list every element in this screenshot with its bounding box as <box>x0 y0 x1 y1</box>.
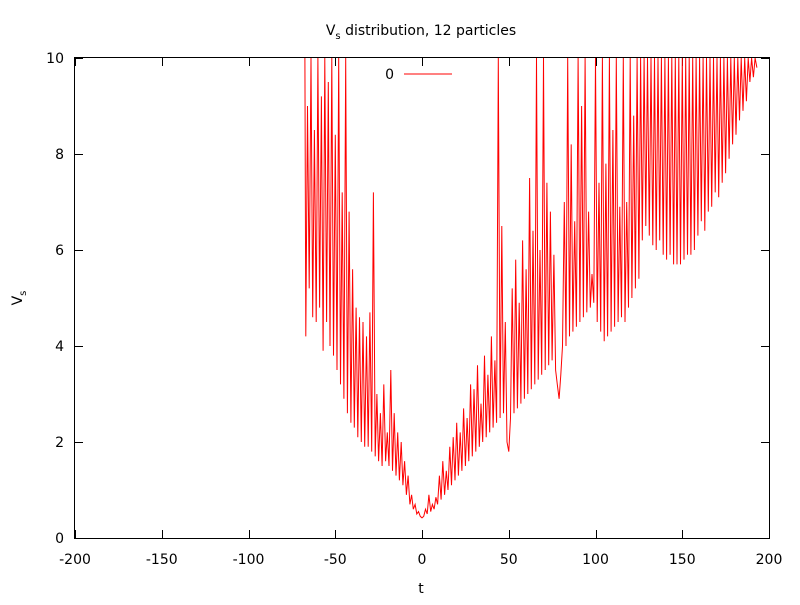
x-tick-label: 100 <box>582 552 609 568</box>
x-tick-label: 200 <box>756 552 783 568</box>
x-tick-label: 50 <box>500 552 518 568</box>
chart-title: Vs distribution, 12 particles <box>326 23 516 42</box>
y-tick-label: 6 <box>55 243 64 259</box>
y-tick-label: 4 <box>55 339 64 355</box>
y-tick-label: 0 <box>55 531 64 547</box>
ticks-layer: -200 -150 -100 -50 0 50 100 150 200 0 2 4 6 8 10 <box>46 51 782 568</box>
legend: 0 <box>385 67 452 83</box>
x-tick-label: 0 <box>418 552 427 568</box>
x-tick-label: -150 <box>146 552 178 568</box>
chart-title-sub: s <box>335 31 340 42</box>
y-tick-label: 2 <box>55 435 64 451</box>
x-tick-label: -100 <box>233 552 265 568</box>
y-axis-label-main: V <box>10 295 26 305</box>
legend-label: 0 <box>385 67 394 83</box>
x-tick-label: 150 <box>669 552 696 568</box>
chart-title-rest: distribution, 12 particles <box>341 23 517 39</box>
x-tick-label: -200 <box>59 552 91 568</box>
series-line-0 <box>304 58 758 519</box>
chart-title-main: V <box>326 23 336 39</box>
x-axis-label: t <box>418 581 424 597</box>
y-axis-label: Vs <box>10 291 29 306</box>
y-tick-label: 10 <box>46 51 64 67</box>
y-tick-label: 8 <box>55 147 64 163</box>
plot-frame <box>74 57 770 539</box>
series-layer <box>304 58 758 519</box>
y-axis-label-sub: s <box>18 291 29 296</box>
x-tick-label: -50 <box>324 552 347 568</box>
